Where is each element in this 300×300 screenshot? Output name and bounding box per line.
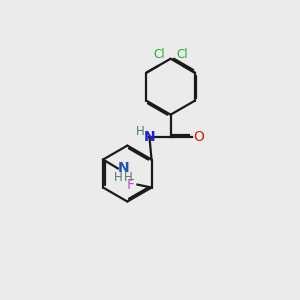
Text: H: H [124, 171, 132, 184]
Text: H: H [114, 171, 123, 184]
Text: O: O [193, 130, 204, 144]
Text: N: N [117, 161, 129, 176]
Text: Cl: Cl [176, 48, 188, 61]
Text: N: N [144, 130, 155, 144]
Text: F: F [127, 178, 135, 192]
Text: H: H [136, 125, 144, 138]
Text: Cl: Cl [153, 48, 165, 61]
